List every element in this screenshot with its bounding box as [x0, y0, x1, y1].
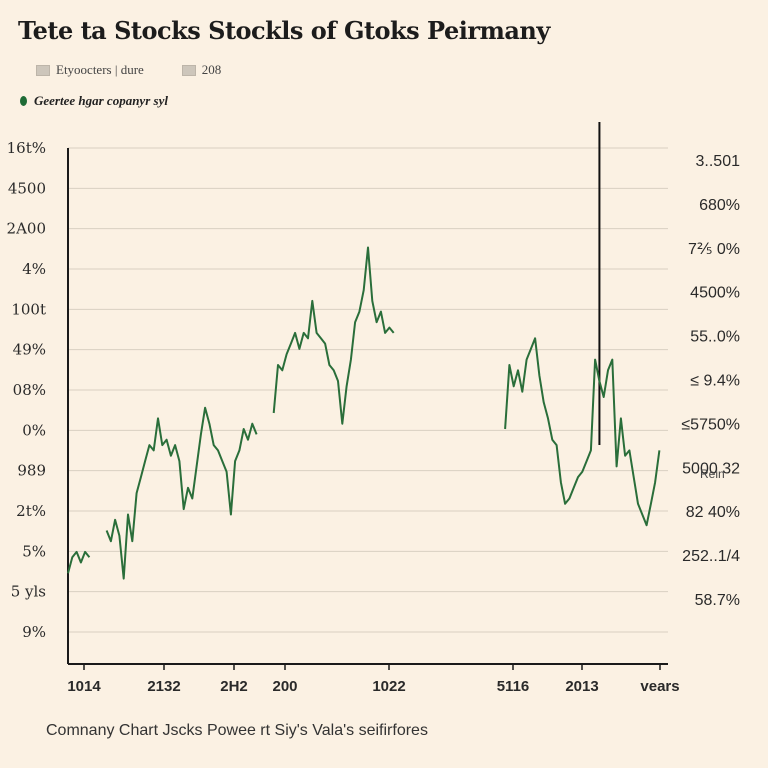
y-right-tick-label: ≤5750% — [681, 416, 740, 433]
y-left-tick-label: 5% — [22, 542, 46, 560]
y-right-tick-label: 3..501 — [696, 153, 741, 170]
chart-caption: Comnany Chart Jscks Powee rt Siy's Vala'… — [46, 722, 428, 739]
y-right-tick-label: 58.7% — [695, 592, 740, 609]
series-legend-label: Geertee hgar copanyr syl — [34, 93, 168, 108]
y-left-tick-label: 989 — [17, 462, 46, 480]
y-right-tick-label: ≤ 9.4% — [690, 373, 740, 390]
y-right-tick-label: 82 40% — [686, 504, 740, 521]
x-tick-label: vears — [640, 678, 679, 695]
chart-title: Tete ta Stocks Stockls of Gtoks Peirmany — [18, 16, 550, 45]
y-right-tick-label: 680% — [699, 197, 740, 214]
y-left-tick-label: 9% — [22, 623, 46, 641]
y-left-tick-label: 0% — [22, 421, 46, 439]
series-legend: Geertee hgar copanyr syl — [20, 93, 168, 109]
y-right-tick-label: 252..1/4 — [682, 548, 740, 565]
x-tick-label: 5116 — [497, 678, 530, 695]
x-tick-label: 2H2 — [220, 678, 248, 695]
series-line-segment-0-3 — [504, 337, 661, 527]
legend: Etyoocters | dure 208 — [36, 62, 221, 78]
y-right-tick-label: 55..0% — [690, 329, 740, 346]
legend-item-1: Etyoocters | dure — [36, 62, 144, 78]
series-color-dot — [20, 96, 27, 106]
y-left-tick-label: 2t% — [16, 502, 46, 520]
y-right-tick-label: 4500% — [690, 285, 740, 302]
series-line-segment-0-2 — [272, 246, 395, 425]
legend-label-1: Etyoocters | dure — [56, 62, 144, 77]
y-right-tick-label: 5000 32 — [682, 460, 740, 477]
series-line-segment-0-0 — [67, 550, 91, 574]
y-right-note: Rein — [700, 467, 725, 481]
y-left-tick-label: 4500 — [8, 179, 46, 197]
legend-swatch-2 — [181, 64, 196, 76]
legend-swatch-1 — [36, 64, 50, 76]
x-tick-label: 1014 — [67, 678, 101, 695]
x-tick-label: 1022 — [372, 678, 405, 695]
legend-label-2: 208 — [201, 62, 222, 77]
y-left-tick-label: 100t — [11, 300, 46, 318]
y-left-tick-label: 2A00 — [7, 220, 46, 238]
y-left-tick-label: 5 yls — [11, 583, 46, 601]
x-tick-label: 2013 — [565, 678, 598, 695]
y-left-tick-label: 4% — [22, 260, 46, 278]
legend-item-2: 208 — [181, 62, 222, 78]
y-right-tick-label: 7⅖ 0% — [688, 241, 740, 258]
y-left-tick-label: 49% — [13, 341, 46, 359]
x-tick-label: 200 — [272, 678, 297, 695]
y-left-tick-label: 16t% — [7, 139, 46, 157]
y-left-tick-label: 08% — [13, 381, 46, 399]
series-line-segment-0-1 — [105, 406, 258, 580]
x-tick-label: 2132 — [147, 678, 180, 695]
